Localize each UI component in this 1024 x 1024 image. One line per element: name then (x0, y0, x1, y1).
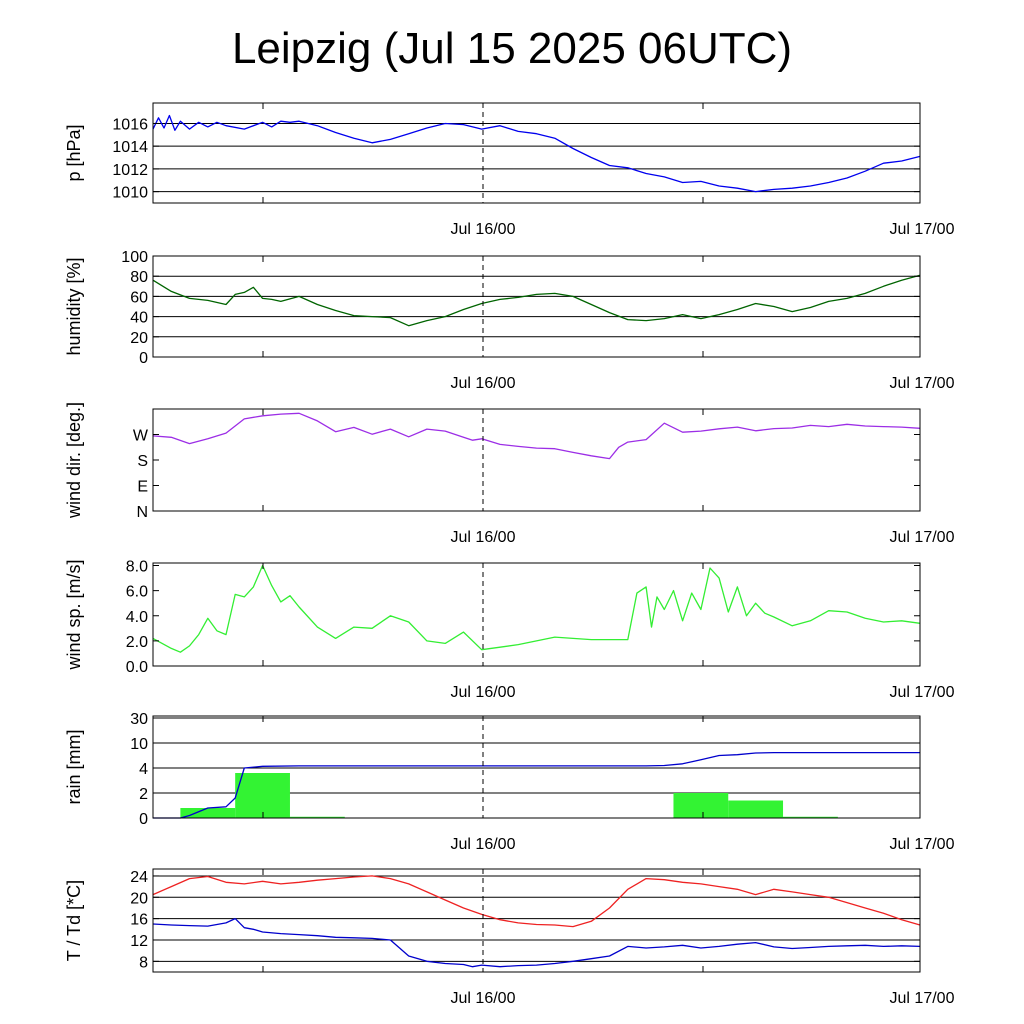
y-tick-label: 1010 (112, 185, 148, 202)
rain-bar (180, 808, 236, 818)
panel-frame (152, 868, 921, 973)
rain-bar (289, 816, 345, 818)
x-tick-label: Jul 17/00 (890, 684, 955, 701)
y-tick-label: 24 (130, 869, 148, 886)
series-line-pressure (152, 114, 921, 193)
series-line-wind-speed (152, 564, 921, 653)
y-tick-label: 0 (139, 811, 148, 828)
y-axis-title: T / Td [*C] (64, 880, 84, 961)
y-tick-label: 30 (130, 711, 148, 728)
x-tick-label: Jul 17/00 (890, 529, 955, 546)
y-axis-title: humidity [%] (64, 257, 84, 355)
rain-bar (728, 800, 784, 818)
panel-5: 0 2 4 10 30 Jul 16/00 Jul 17/00 rain [mm] (64, 711, 955, 853)
y-tick-label: 40 (130, 310, 148, 327)
y-tick-label: 0.0 (126, 659, 148, 676)
y-tick-label: 1016 (112, 116, 148, 133)
x-tick-label: Jul 16/00 (451, 221, 516, 238)
chart-title: Leipzig (Jul 15 2025 06UTC) (231, 24, 793, 73)
x-tick-label: Jul 17/00 (890, 990, 955, 1007)
y-axis-title: wind dir. [deg.] (64, 402, 84, 519)
x-tick-label: Jul 16/00 (451, 529, 516, 546)
x-tick-label: Jul 17/00 (890, 221, 955, 238)
x-tick-label: Jul 17/00 (890, 375, 955, 392)
y-axis-title: rain [mm] (64, 729, 84, 804)
panel-frame (152, 102, 921, 204)
panel-2: 0 20 40 60 80 100 Jul 16/00 Jul 17/00 humidity [… (64, 249, 955, 392)
y-tick-label: 6.0 (126, 584, 148, 601)
rain-bar (235, 773, 290, 818)
series-line-temperature (152, 875, 921, 928)
y-tick-label: 80 (130, 269, 148, 286)
y-tick-label: S (137, 453, 148, 470)
x-tick-label: Jul 16/00 (451, 375, 516, 392)
panel-4: 0.0 2.0 4.0 6.0 8.0 Jul 16/00 Jul 17/00 wind sp… (64, 559, 955, 701)
y-axis-title: wind sp. [m/s] (64, 559, 84, 670)
y-tick-label: 20 (130, 890, 148, 907)
x-tick-label: Jul 16/00 (451, 990, 516, 1007)
series-line-wind-dir (152, 412, 921, 460)
rain-bar (673, 793, 729, 818)
x-tick-label: Jul 16/00 (451, 684, 516, 701)
panel-frame (152, 255, 921, 358)
y-tick-label: 2 (139, 786, 148, 803)
series-line-humidity (152, 274, 921, 327)
y-tick-label: 0 (139, 350, 148, 367)
y-tick-label: 60 (130, 289, 148, 306)
y-tick-label: 8.0 (126, 559, 148, 576)
y-tick-label: 2.0 (126, 634, 148, 651)
y-tick-label: 1012 (112, 162, 148, 179)
y-tick-label: 4.0 (126, 609, 148, 626)
y-tick-label: 100 (121, 249, 148, 266)
y-tick-label: 4 (139, 761, 148, 778)
y-tick-label: 1014 (112, 139, 148, 156)
y-axis-title: p [hPa] (64, 124, 84, 181)
panel-6: 8 12 16 20 24 Jul 16/00 Jul 17/00 T / Td [*C] (64, 868, 955, 1007)
y-tick-label: 16 (130, 912, 148, 929)
y-tick-label: E (137, 479, 148, 496)
y-tick-label: W (133, 428, 149, 445)
y-tick-label: 20 (130, 330, 148, 347)
x-tick-label: Jul 17/00 (890, 836, 955, 853)
panel-frame (152, 562, 921, 667)
series-line-rain-accum (153, 751, 920, 819)
y-tick-label: 8 (139, 954, 148, 971)
panel-1: 1010 1012 1014 1016 Jul 16/00 Jul 17/00 p [hPa… (64, 102, 955, 238)
y-tick-label: N (136, 504, 148, 521)
y-tick-label: 12 (130, 933, 148, 950)
rain-bar (783, 816, 838, 818)
x-tick-label: Jul 16/00 (451, 836, 516, 853)
series-line-dewpoint (152, 917, 921, 968)
panel-frame (152, 715, 921, 819)
y-tick-label: 10 (130, 736, 148, 753)
panel-frame (152, 408, 921, 512)
